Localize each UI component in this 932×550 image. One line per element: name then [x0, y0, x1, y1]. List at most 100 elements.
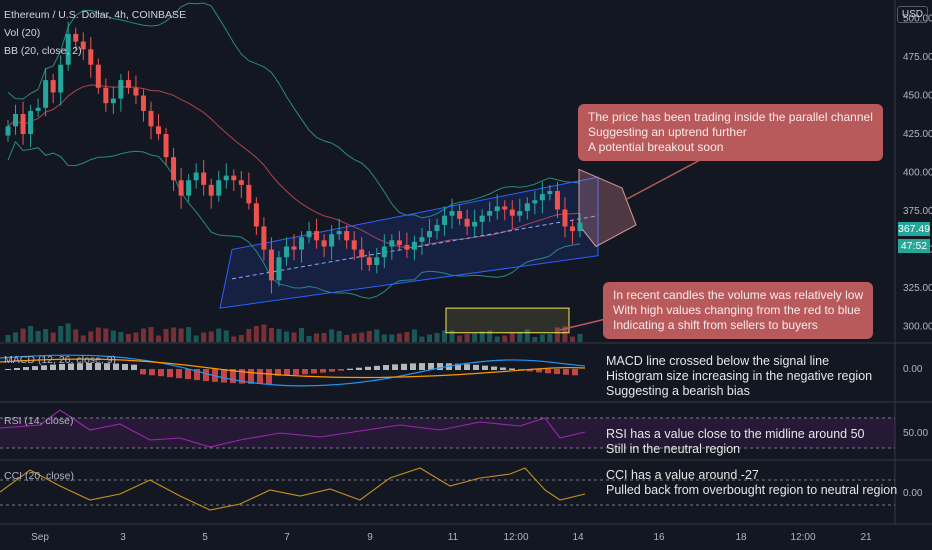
cci-note-line: CCI has a value around -27 [606, 468, 759, 482]
volume-bar [35, 331, 41, 342]
candle-body [186, 180, 192, 196]
candle-body [314, 231, 320, 241]
volume-bar [201, 332, 207, 342]
macd-histogram-bar [428, 363, 434, 370]
macd-note-line: Suggesting a bearish bias [606, 384, 750, 398]
volume-bar [50, 332, 56, 342]
candle-body [201, 172, 207, 185]
candle-body [253, 203, 259, 227]
candle-body [359, 249, 365, 258]
candle-body [88, 49, 94, 65]
candle-body [261, 226, 267, 250]
volume-bar [411, 329, 417, 342]
x-tick-label: 3 [120, 532, 126, 543]
volume-bar [231, 336, 237, 342]
candle-body [329, 234, 335, 247]
volume-bar [344, 335, 350, 342]
x-tick-label: 12:00 [503, 532, 528, 543]
volume-bar [125, 334, 131, 342]
volume-callout-line: In recent candles the volume was relativ… [613, 288, 864, 302]
x-tick-label: 18 [735, 532, 747, 543]
candle-body [140, 95, 146, 111]
cci-note-line: Pulled back from overbought region to ne… [606, 483, 898, 497]
x-tick-label: 5 [202, 532, 208, 543]
x-tick-label: 21 [860, 532, 872, 543]
volume-bar [494, 336, 500, 342]
volume-bar [118, 332, 124, 342]
macd-note-line: MACD line crossed below the signal line [606, 354, 830, 368]
candle-body [276, 257, 282, 281]
candle-body [532, 200, 538, 204]
x-tick-label: Sep [31, 532, 49, 543]
macd-histogram-bar [509, 368, 515, 370]
candle-body [95, 64, 101, 88]
volume-bar [238, 335, 244, 342]
candle-body [321, 240, 327, 247]
macd-histogram-bar [185, 369, 191, 380]
candle-body [562, 209, 568, 227]
macd-histogram-bar [374, 365, 380, 370]
channel-callout-line: Suggesting an uptrend further [588, 125, 747, 139]
volume-bar [524, 329, 530, 342]
macd-histogram-bar [302, 369, 308, 375]
macd-histogram-bar [149, 369, 155, 376]
candle-body [539, 194, 545, 201]
rsi-note: RSI has a value close to the midline aro… [606, 427, 865, 457]
candle-body [487, 211, 493, 216]
macd-histogram-bar [122, 364, 128, 370]
candle-body [103, 87, 109, 104]
macd-histogram-bar [194, 369, 200, 381]
bollinger-indicator-label[interactable]: BB (20, close, 2) [4, 45, 82, 57]
channel-callout: The price has been trading inside the pa… [578, 104, 883, 161]
volume-bar [457, 335, 463, 342]
candle-body [13, 114, 19, 127]
candle-body [554, 191, 560, 210]
macd-histogram-bar [41, 365, 47, 370]
x-tick-label: 7 [284, 532, 290, 543]
channel-callout-pointer [624, 159, 701, 201]
rsi-pane-title[interactable]: RSI (14, close) [4, 415, 74, 427]
volume-callout-line: Indicating a shift from sellers to buyer… [613, 318, 818, 332]
macd-histogram-bar [104, 363, 110, 370]
macd-histogram-bar [437, 363, 443, 370]
macd-histogram-bar [266, 369, 272, 384]
macd-histogram-bar [5, 369, 11, 370]
volume-bar [299, 328, 305, 342]
channel-callout-line: The price has been trading inside the pa… [588, 110, 873, 124]
macd-histogram-bar [176, 369, 182, 379]
candle-body [547, 191, 553, 195]
volume-bar [434, 333, 440, 342]
rsi-axis-tick: 50.00 [903, 428, 928, 439]
macd-histogram-bar [68, 363, 74, 370]
volume-bar [20, 328, 26, 342]
volume-bar [502, 335, 508, 342]
macd-histogram-bar [347, 368, 353, 370]
macd-pane-title[interactable]: MACD (12, 26, close, 9) [4, 354, 117, 366]
currency-button[interactable]: USD [896, 6, 928, 23]
candle-body [509, 209, 515, 216]
macd-note: MACD line crossed below the signal line … [606, 354, 872, 400]
macd-histogram-bar [554, 369, 560, 375]
last-price-badge: 367.49 [898, 222, 931, 236]
x-tick-label: 16 [653, 532, 665, 543]
volume-bar [276, 329, 282, 342]
candle-body [396, 240, 402, 245]
rsi-note-line: RSI has a value close to the midline aro… [606, 427, 865, 441]
candle-body [20, 114, 26, 135]
macd-histogram-bar [257, 369, 263, 384]
candle-body [65, 33, 71, 65]
volume-bar [539, 334, 545, 342]
candle-body [58, 64, 64, 93]
macd-histogram-bar [401, 363, 407, 370]
volume-bar [321, 333, 327, 342]
macd-histogram-bar [536, 369, 542, 373]
candle-body [28, 110, 34, 135]
volume-bar [426, 334, 432, 342]
volume-bar [449, 330, 455, 342]
volume-bar [43, 329, 49, 342]
cci-pane-title[interactable]: CCI (20, close) [4, 470, 75, 482]
candle-body [344, 231, 350, 241]
candle-body [569, 226, 575, 232]
volume-indicator-label[interactable]: Vol (20) [4, 27, 41, 39]
candle-body [494, 206, 500, 212]
